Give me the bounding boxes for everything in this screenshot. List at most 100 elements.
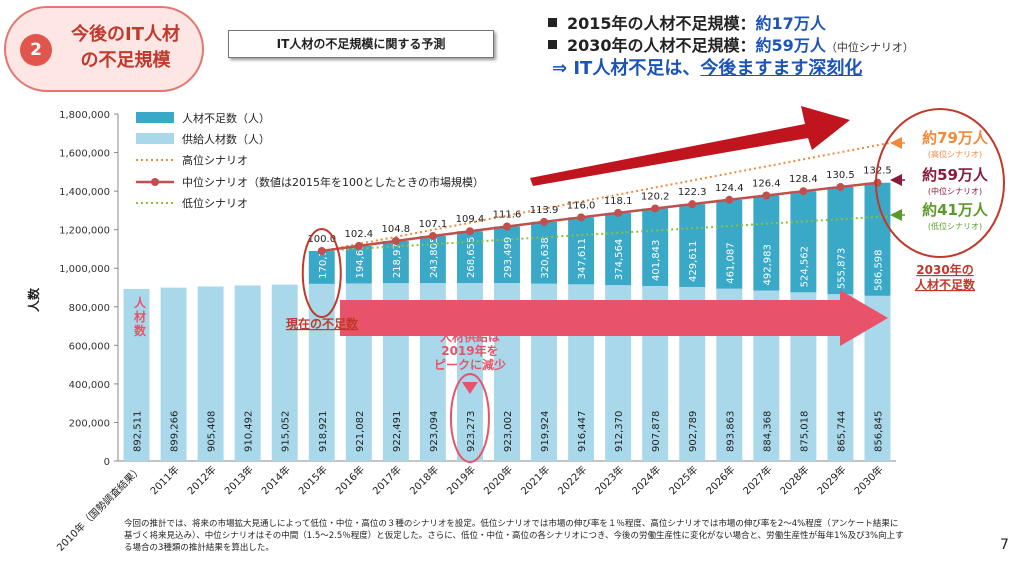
mid-scenario-point	[836, 182, 845, 191]
current-shortage-ellipse	[301, 228, 342, 318]
category-label: 2022年	[555, 463, 589, 497]
shortage-bar	[679, 204, 706, 287]
supply-bar	[123, 288, 150, 461]
y-tick-label: 1,200,000	[59, 226, 110, 237]
low-scenario-value: 約41万人	[922, 201, 989, 219]
legend-label: 中位シナリオ（数値は2015年を100としたときの市場規模）	[182, 175, 484, 189]
headline-2015-value: 約17万人	[755, 14, 826, 33]
mid-scenario-point	[614, 208, 623, 217]
shortage-bar	[642, 208, 669, 286]
category-label: 2011年	[147, 463, 181, 497]
market-index-label: 120.2	[641, 192, 670, 203]
mid-scenario-point	[391, 236, 400, 245]
shortage-label: 194,608	[355, 237, 366, 278]
shortage-label: 524,562	[799, 246, 810, 287]
shortage-bar	[753, 195, 780, 291]
supply-label: 910,492	[244, 411, 255, 452]
shortage-label: 429,611	[688, 241, 699, 282]
y-tick-label: 1,000,000	[59, 264, 110, 275]
supply-label: 919,924	[540, 411, 551, 452]
section-title: 今後のIT人材 の不足規模	[71, 24, 180, 71]
legend-label: 高位シナリオ	[182, 153, 248, 167]
category-label: 2030年	[851, 463, 885, 497]
supply-label: 905,408	[207, 411, 218, 452]
y-tick-label: 0	[104, 457, 110, 468]
supply-bar	[197, 286, 224, 461]
category-label: 2014年	[259, 463, 293, 497]
current-shortage-label: 現在の不足数	[286, 316, 359, 331]
category-label: 2018年	[407, 463, 441, 497]
market-index-label: 130.5	[826, 170, 855, 181]
legend-label: 低位シナリオ	[182, 196, 248, 210]
y-tick-label: 200,000	[69, 418, 110, 429]
supply-label: 916,447	[577, 411, 588, 452]
mid-scenario-sub: (中位シナリオ)	[928, 186, 982, 196]
shortage-bar	[494, 226, 520, 284]
supply-label: 921,082	[355, 411, 366, 452]
market-index-label: 118.1	[604, 196, 633, 207]
supply-label: 923,002	[503, 411, 514, 452]
shortage-label: 401,843	[651, 240, 662, 281]
mid-scenario-point	[762, 191, 771, 200]
shortage-bar	[568, 217, 595, 285]
shortage-label: 374,564	[614, 239, 625, 280]
shortage-label: 268,655	[466, 237, 477, 278]
market-index-label: 111.6	[493, 209, 522, 220]
supply-bar	[160, 287, 187, 461]
y-tick-label: 800,000	[69, 303, 110, 314]
supply-label: 892,511	[133, 411, 144, 452]
page-number: 7	[1000, 537, 1009, 553]
legend-swatch	[136, 133, 174, 144]
supply-label: 884,368	[762, 411, 773, 452]
supply-label: 856,845	[873, 411, 884, 452]
supply-label: 902,789	[688, 411, 699, 452]
high-scenario-line	[321, 141, 890, 252]
shortage-bar	[605, 212, 632, 286]
mid-scenario-point	[503, 222, 511, 231]
legend-label: 供給人材数（人）	[182, 132, 270, 146]
shortage-label: 243,805	[429, 237, 440, 278]
category-label: 2012年	[184, 463, 218, 497]
supply-label: 918,921	[318, 411, 329, 452]
category-label: 2024年	[629, 463, 663, 497]
market-index-label: 113.9	[530, 205, 559, 216]
shortage-bar	[531, 221, 558, 284]
square-bullet-icon	[548, 40, 557, 49]
mid-scenario-point	[465, 227, 474, 236]
supply-label: 915,052	[281, 411, 292, 452]
shortage-label: 347,611	[577, 238, 588, 279]
market-index-label: 128.4	[789, 174, 818, 185]
conclusion: ⇒ IT人材不足は、今後ますます深刻化	[552, 54, 862, 80]
mid-scenario-point	[688, 200, 697, 209]
market-index-label: 122.3	[678, 187, 707, 198]
mid-scenario-line	[321, 181, 878, 253]
shortage-bar	[716, 199, 743, 289]
shortage-bar	[790, 191, 817, 293]
market-index-label: 102.4	[344, 229, 373, 240]
supply-bar	[271, 284, 298, 461]
conclusion-prefix: ⇒ IT人材不足は、	[552, 58, 701, 79]
mid-scenario-point	[873, 178, 882, 187]
headline-2030-note: （中位シナリオ）	[825, 41, 914, 54]
supply-side-note: 人材数	[133, 295, 147, 338]
supply-label: 923,273	[466, 411, 477, 452]
category-label: 2016年	[333, 463, 367, 497]
down-arrow-icon	[461, 382, 478, 394]
category-label: 2019年	[444, 463, 478, 497]
legend-marker	[151, 178, 159, 186]
shortage-2030-label: 2030年の人材不足数	[915, 262, 976, 292]
supply-peak-ellipse	[449, 373, 490, 463]
shortage-bar	[382, 240, 409, 284]
supply-label: 907,878	[651, 411, 662, 452]
market-index-label: 100.0	[307, 234, 336, 245]
category-label: 2028年	[777, 463, 811, 497]
high-scenario-value: 約79万人	[922, 129, 989, 147]
market-index-label: 107.1	[419, 219, 448, 230]
y-tick-label: 600,000	[69, 341, 110, 352]
category-label: 2020年	[481, 463, 515, 497]
mid-scenario-point	[317, 246, 326, 255]
shortage-label: 218,976	[392, 237, 403, 278]
supply-label: 893,863	[725, 411, 736, 452]
category-label: 2026年	[703, 463, 737, 497]
